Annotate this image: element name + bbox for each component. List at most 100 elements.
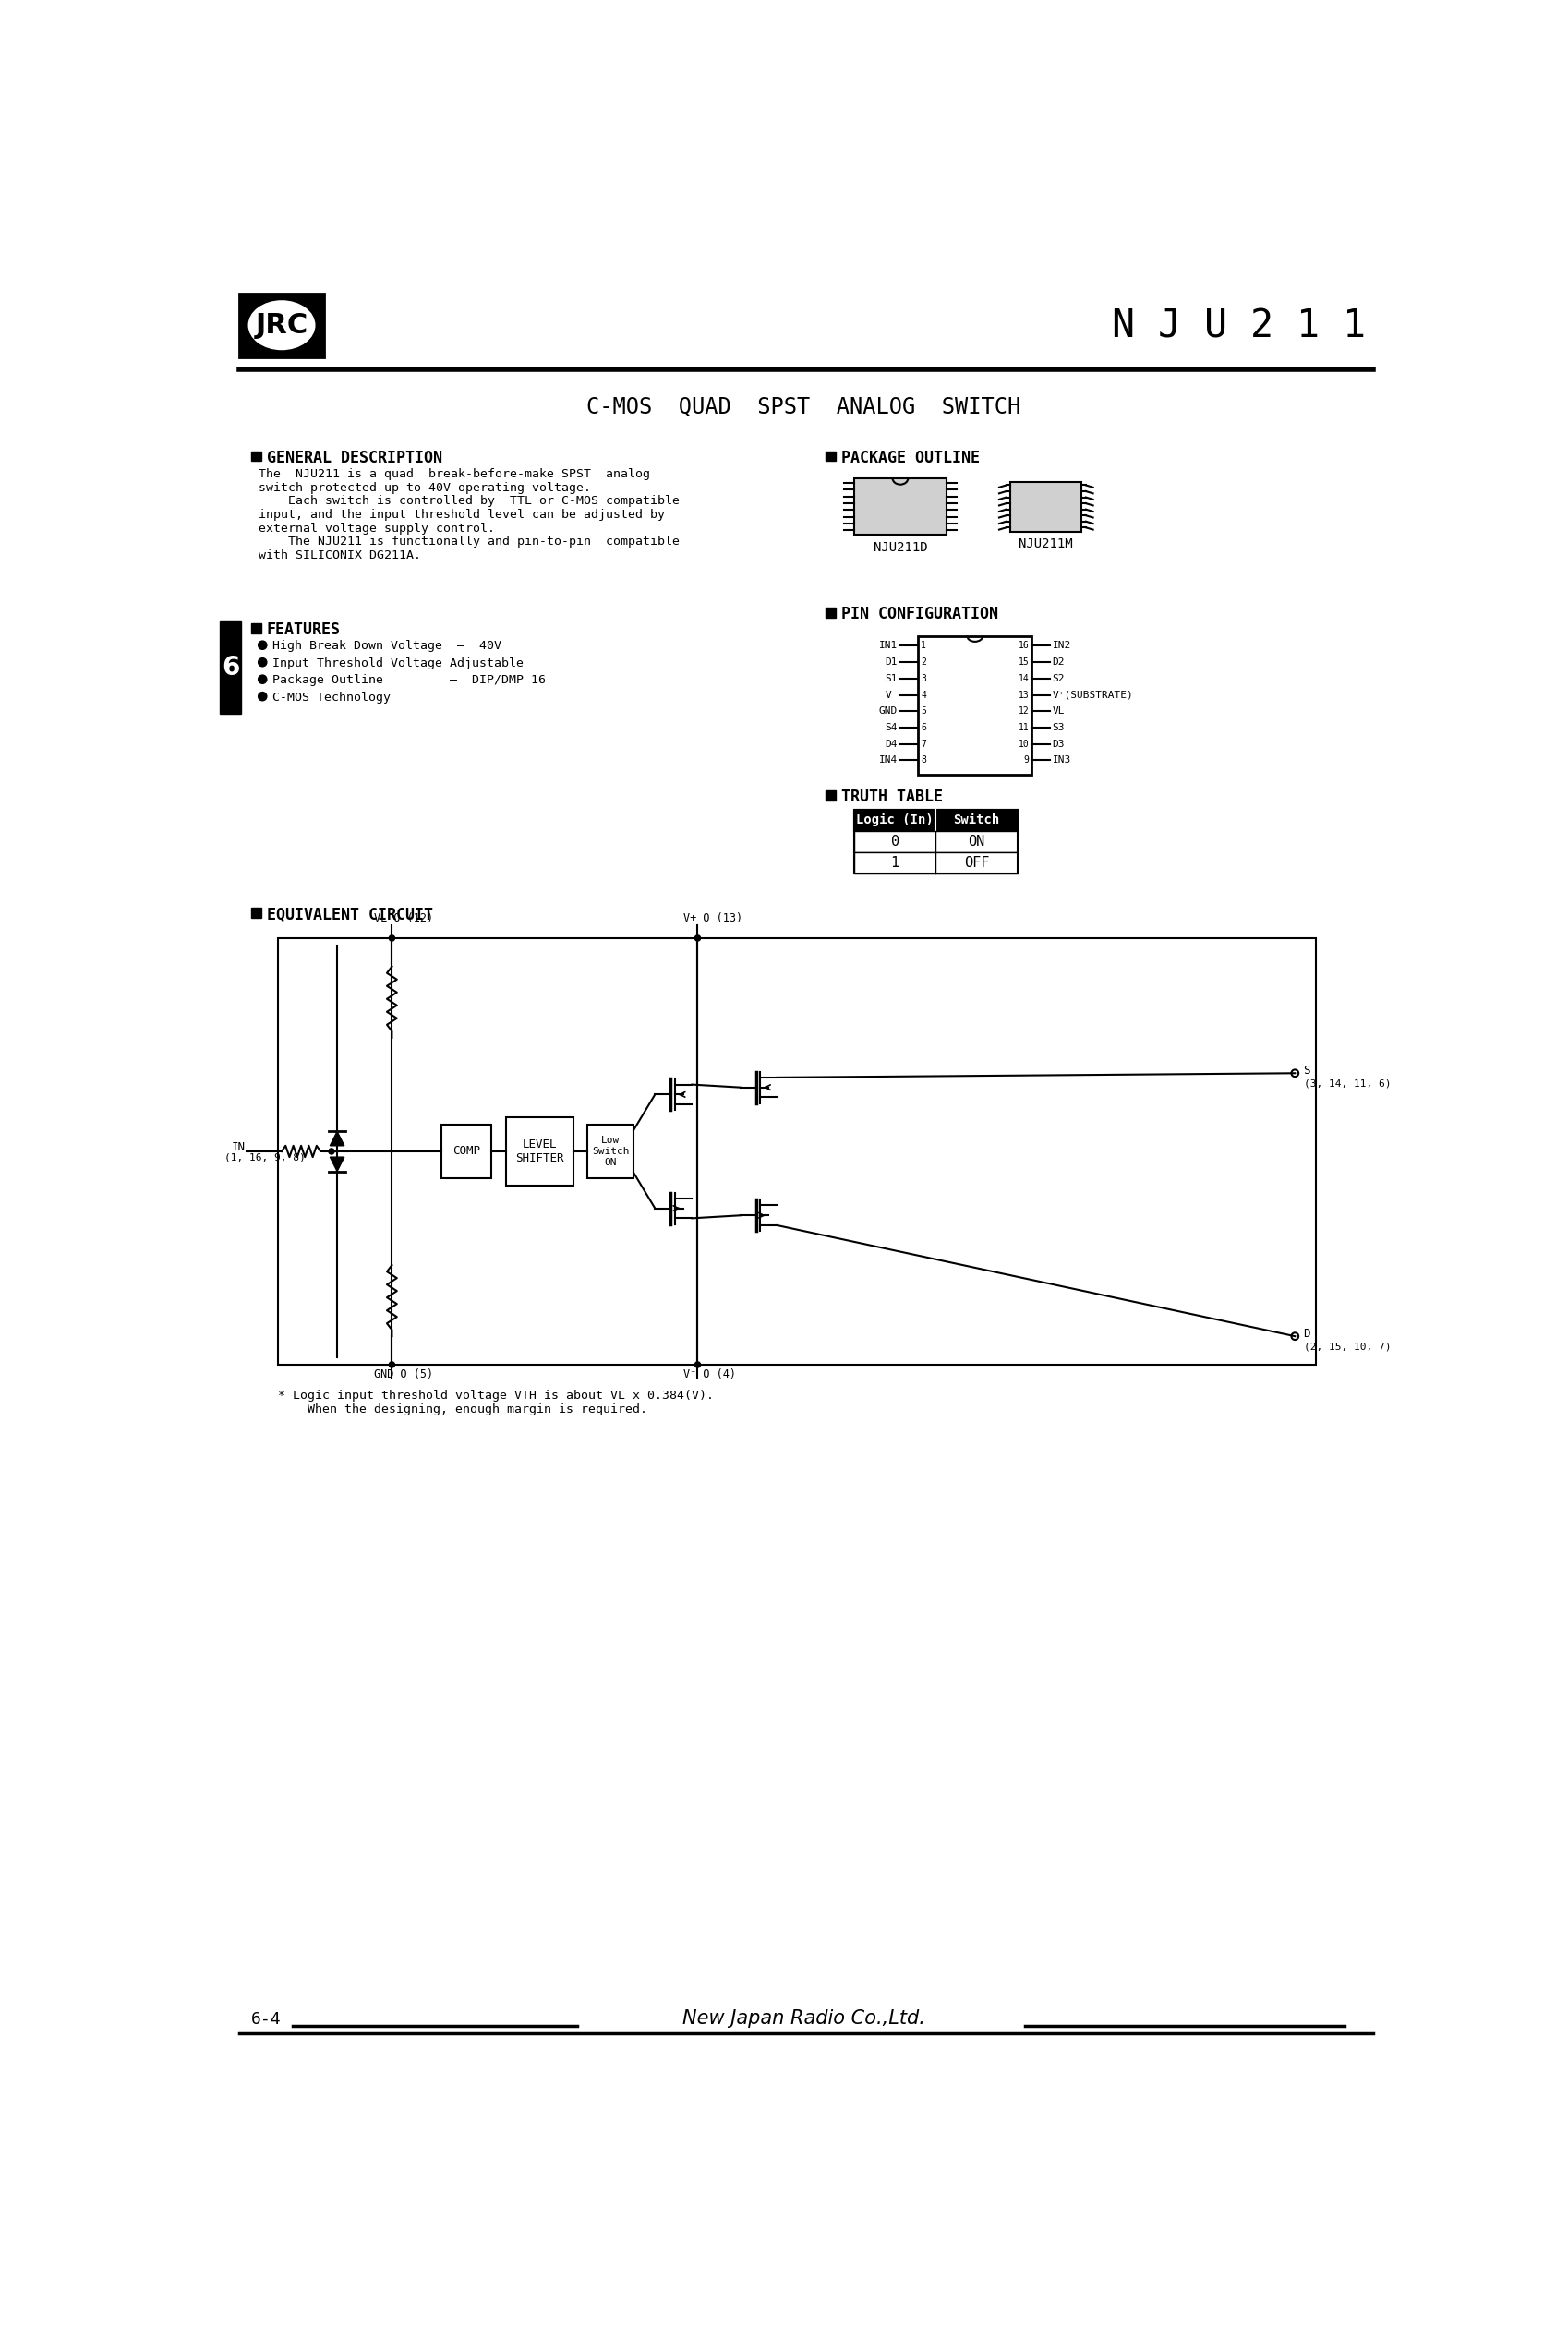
Bar [855,830,1018,853]
Text: (1, 16, 9, 8): (1, 16, 9, 8) [224,1152,306,1161]
Text: TRUTH TABLE: TRUTH TABLE [842,790,942,806]
Ellipse shape [246,299,317,351]
Text: PIN CONFIGURATION: PIN CONFIGURATION [842,605,999,622]
Text: 1: 1 [920,640,927,650]
Text: V⁺(SUBSTRATE): V⁺(SUBSTRATE) [1052,689,1134,699]
Text: 9: 9 [1024,755,1029,764]
Circle shape [1292,1332,1298,1339]
Text: D: D [1303,1327,1311,1339]
Text: 6: 6 [920,722,927,731]
Text: 1: 1 [891,855,898,869]
Circle shape [259,692,267,701]
Bar [251,907,260,918]
Text: VL O (12): VL O (12) [375,911,433,923]
Text: The NJU211 is functionally and pin-to-pin  compatible: The NJU211 is functionally and pin-to-pi… [259,535,679,547]
Text: 12: 12 [1018,706,1029,715]
Circle shape [1292,1070,1298,1077]
Text: IN2: IN2 [1052,640,1071,650]
Text: with SILICONIX DG211A.: with SILICONIX DG211A. [259,549,420,561]
Text: GND O (5): GND O (5) [375,1367,433,1381]
Bar [505,1117,574,1185]
Text: D4: D4 [884,738,897,748]
Bar [855,853,1018,874]
Text: FEATURES: FEATURES [267,622,340,638]
Text: 15: 15 [1018,657,1029,666]
Polygon shape [329,1157,345,1171]
Text: OFF: OFF [964,855,989,869]
Text: (2, 15, 10, 7): (2, 15, 10, 7) [1303,1341,1391,1351]
Text: NJU211M: NJU211M [1019,538,1073,549]
Text: Low
Switch
ON: Low Switch ON [591,1136,629,1166]
Circle shape [389,935,395,942]
Text: V⁻ O (4): V⁻ O (4) [684,1367,735,1381]
Text: LEVEL
SHIFTER: LEVEL SHIFTER [516,1138,563,1164]
Text: IN3: IN3 [1052,755,1071,764]
Text: GENERAL DESCRIPTION: GENERAL DESCRIPTION [267,449,442,467]
Text: S2: S2 [1052,673,1065,682]
Text: IN: IN [232,1140,246,1154]
Bar [588,1124,633,1178]
Bar [442,1124,491,1178]
Text: V+ O (13): V+ O (13) [684,911,743,923]
Text: 0: 0 [891,834,898,848]
Text: 4: 4 [920,689,927,699]
Circle shape [389,1362,395,1367]
Text: input, and the input threshold level can be adjusted by: input, and the input threshold level can… [259,509,665,521]
Bar [826,608,836,617]
Text: 7: 7 [920,738,927,748]
Text: S3: S3 [1052,722,1065,731]
Bar [855,479,947,535]
Bar [855,809,1018,874]
Text: IN4: IN4 [878,755,897,764]
Text: C-MOS  QUAD  SPST  ANALOG  SWITCH: C-MOS QUAD SPST ANALOG SWITCH [586,395,1021,418]
Bar [826,451,836,460]
Text: 16: 16 [1018,640,1029,650]
Text: Each switch is controlled by  TTL or C-MOS compatible: Each switch is controlled by TTL or C-MO… [259,495,679,507]
Circle shape [329,1147,334,1154]
Circle shape [259,640,267,650]
Text: S4: S4 [884,722,897,731]
Text: JRC: JRC [256,311,309,339]
Text: D2: D2 [1052,657,1065,666]
Text: VL: VL [1052,706,1065,715]
Circle shape [259,659,267,666]
Text: 14: 14 [1018,673,1029,682]
Text: 6: 6 [221,654,240,680]
Bar [251,451,260,460]
Text: S: S [1303,1063,1311,1077]
Text: 6-4: 6-4 [251,2010,281,2026]
Bar [251,624,260,633]
Text: High Break Down Voltage  —  40V: High Break Down Voltage — 40V [273,640,502,652]
Bar [220,622,241,715]
Text: D1: D1 [884,657,897,666]
Text: The  NJU211 is a quad  break-before-make SPST  analog: The NJU211 is a quad break-before-make S… [259,467,649,479]
Circle shape [695,1362,701,1367]
Text: COMP: COMP [453,1145,480,1157]
Polygon shape [329,1131,345,1145]
Text: PACKAGE OUTLINE: PACKAGE OUTLINE [842,449,980,467]
Text: New Japan Radio Co.,Ltd.: New Japan Radio Co.,Ltd. [682,2010,925,2026]
Text: external voltage supply control.: external voltage supply control. [259,521,494,535]
Text: N J U 2 1 1: N J U 2 1 1 [1112,306,1366,346]
Bar [919,636,1032,774]
Bar [1010,481,1082,530]
Text: V⁻: V⁻ [884,689,897,699]
Text: NJU211D: NJU211D [873,540,927,554]
Text: * Logic input threshold voltage VTH is about VL x 0.384(V).
    When the designi: * Logic input threshold voltage VTH is a… [278,1391,713,1416]
Text: Input Threshold Voltage Adjustable: Input Threshold Voltage Adjustable [273,657,524,668]
Text: EQUIVALENT CIRCUIT: EQUIVALENT CIRCUIT [267,907,433,923]
Text: 11: 11 [1018,722,1029,731]
Text: D3: D3 [1052,738,1065,748]
Bar [826,790,836,799]
Text: IN1: IN1 [878,640,897,650]
Text: ON: ON [969,834,985,848]
Text: switch protected up to 40V operating voltage.: switch protected up to 40V operating vol… [259,481,591,493]
Text: 8: 8 [920,755,927,764]
Text: 2: 2 [920,657,927,666]
Bar [238,292,325,358]
Text: C-MOS Technology: C-MOS Technology [273,692,390,703]
Text: Switch: Switch [953,813,1000,827]
Bar [855,809,1018,830]
Text: S1: S1 [884,673,897,682]
Text: Logic (In): Logic (In) [856,813,933,827]
